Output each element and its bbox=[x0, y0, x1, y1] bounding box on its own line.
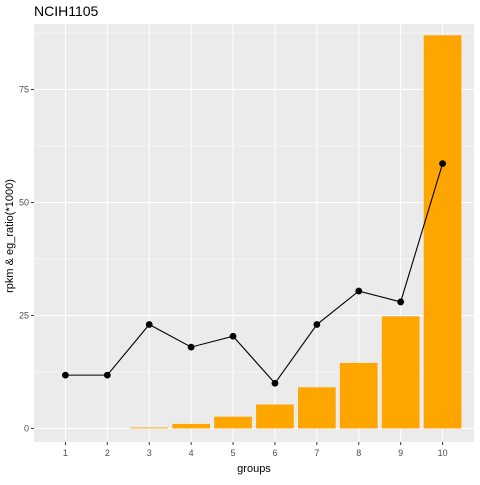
x-tick-label: 7 bbox=[314, 448, 319, 458]
series-line bbox=[65, 163, 444, 385]
y-tick-label: 50 bbox=[19, 197, 29, 207]
y-tick-label: 0 bbox=[24, 423, 29, 433]
bar-series bbox=[130, 35, 462, 429]
x-tick-label: 5 bbox=[231, 448, 236, 458]
bar bbox=[381, 316, 420, 429]
data-point bbox=[62, 371, 69, 379]
bar bbox=[339, 362, 378, 429]
bar bbox=[298, 387, 336, 429]
x-axis-label: groups bbox=[237, 463, 271, 475]
x-tick-label: 1 bbox=[63, 448, 68, 458]
data-point bbox=[439, 160, 446, 168]
data-point bbox=[397, 298, 405, 306]
bar bbox=[423, 35, 462, 429]
bar bbox=[130, 427, 169, 429]
x-tick-label: 8 bbox=[356, 448, 361, 458]
data-point bbox=[103, 371, 111, 379]
data-point bbox=[271, 379, 279, 387]
data-point bbox=[229, 332, 237, 340]
x-tick-label: 4 bbox=[189, 448, 194, 458]
data-point bbox=[187, 343, 195, 351]
chart-title: NCIH1105 bbox=[34, 3, 99, 19]
x-tick-label: 9 bbox=[398, 448, 403, 458]
line-series bbox=[62, 160, 446, 387]
data-point bbox=[145, 321, 153, 328]
bar bbox=[172, 423, 210, 429]
y-tick-label: 25 bbox=[19, 310, 29, 320]
data-point bbox=[313, 321, 321, 328]
axes: 0 25 50 75 1 2 3 4 5 6 7 8 9 10 bbox=[19, 85, 448, 458]
x-tick-label: 2 bbox=[105, 448, 110, 458]
y-tick-label: 75 bbox=[19, 85, 29, 95]
x-tick-label: 10 bbox=[438, 448, 448, 458]
bar bbox=[256, 404, 294, 429]
x-tick-label: 6 bbox=[272, 448, 277, 458]
bar bbox=[214, 416, 252, 429]
data-point bbox=[355, 287, 363, 295]
x-tick-label: 3 bbox=[147, 448, 152, 458]
y-axis-label: rpkm & eg_ratio(*1000) bbox=[4, 179, 16, 293]
